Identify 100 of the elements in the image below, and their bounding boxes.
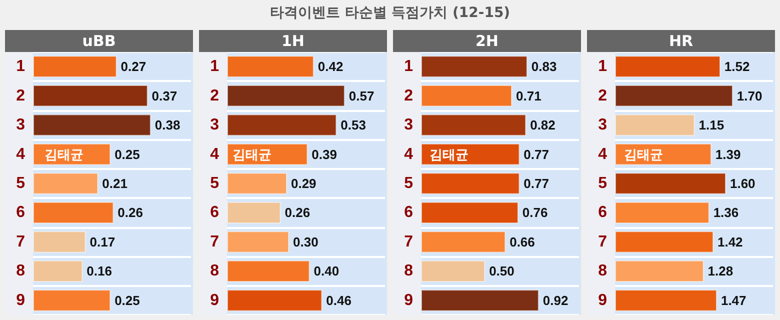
y-tick-label: 2 [404,87,414,104]
data-label: 0.77 [524,176,549,191]
bar [421,290,539,312]
bar [421,85,512,107]
y-tick-label: 5 [404,175,414,192]
data-label: 1.47 [720,292,746,308]
data-label: 0.66 [510,234,535,250]
y-tick-label: 6 [404,204,414,222]
y-tick-label: 7 [16,233,26,250]
chart-title: HR [587,30,775,52]
bar [227,231,290,253]
y-tick-label: 2 [16,87,26,104]
data-label: 0.46 [326,292,352,308]
bar [33,56,117,78]
data-label: 1.52 [724,59,750,74]
data-label: 0.76 [522,205,548,220]
data-label: 0.53 [340,118,366,133]
data-label: 0.26 [118,205,143,220]
bar [33,202,114,224]
bar [33,231,86,253]
y-tick-label: 4 [210,146,220,163]
y-tick-label: 9 [16,292,26,309]
y-tick-label: 8 [16,262,26,280]
y-tick-label: 3 [210,116,220,134]
data-label: 0.25 [114,292,140,308]
data-label: 0.40 [314,264,340,279]
y-tick-label: 2 [598,87,608,104]
data-label: 0.25 [114,146,140,162]
bar [227,85,345,107]
data-label: 0.92 [542,292,568,308]
data-label: 0.37 [152,88,178,104]
y-tick-label: 4 [598,146,608,163]
bar [33,260,83,282]
y-tick-label: 5 [16,175,26,192]
y-tick-label: 6 [598,204,608,222]
y-tick-label: 8 [404,262,414,280]
y-tick-label: 7 [210,233,220,250]
y-tick-label: 5 [598,175,608,192]
bar [33,290,111,312]
bar [227,172,287,194]
y-tick-label: 9 [598,292,608,309]
y-tick-label: 1 [210,58,220,76]
data-label: 0.27 [120,59,146,74]
chart-title: 2H [393,30,581,52]
bar [421,56,528,78]
data-label: 0.21 [102,176,128,191]
y-tick-label: 1 [16,58,26,76]
chart-title: 1H [199,30,387,52]
y-tick-label: 5 [210,175,220,192]
y-tick-label: 3 [16,116,26,134]
chart-title: uBB [5,30,193,52]
y-tick-label: 8 [598,262,608,280]
y-tick-label: 6 [210,204,220,222]
data-label: 0.71 [516,88,542,104]
bar [421,202,518,224]
bar [421,114,526,136]
data-label: 1.60 [730,176,756,191]
data-label: 0.82 [530,118,556,133]
bar [227,56,314,78]
y-tick-label: 9 [210,292,220,309]
data-label: 1.39 [715,146,741,162]
annotation: 김태균 [44,146,84,162]
data-label: 0.16 [86,264,112,279]
text: 타격이벤트 타순별 득점가치 (12-15) [268,4,512,22]
y-tick-label: 7 [404,233,414,250]
y-tick-label: 3 [598,116,608,134]
bar [421,172,520,194]
data-label: 1.15 [698,118,724,133]
data-label: 1.70 [736,88,762,104]
y-tick-label: 1 [598,58,608,76]
data-label: 0.17 [90,234,116,250]
bar [227,260,310,282]
y-tick-label: 9 [404,292,414,309]
bar [33,85,148,107]
y-tick-label: 3 [404,116,414,134]
y-tick-label: 4 [16,146,26,163]
annotation: 김태균 [624,146,663,162]
bar [227,290,322,312]
bar [615,114,695,136]
bar [615,56,720,78]
bar [33,172,98,194]
y-tick-label: 6 [16,204,26,222]
annotation: 김태균 [232,146,272,162]
bar [227,202,281,224]
bar [227,114,337,136]
bar [615,85,733,107]
data-label: 0.57 [348,88,374,104]
bar [615,202,710,224]
y-tick-label: 8 [210,262,220,280]
data-label: 0.50 [489,264,514,279]
data-label: 0.29 [290,176,316,191]
bar [615,172,726,194]
data-label: 1.36 [713,205,739,220]
data-label: 0.83 [531,59,557,74]
y-tick-label: 7 [598,233,608,250]
annotation: 김태균 [430,146,469,162]
data-label: 0.38 [154,118,180,133]
data-label: 0.26 [284,205,310,220]
bar [33,114,151,136]
data-label: 0.77 [524,146,549,162]
